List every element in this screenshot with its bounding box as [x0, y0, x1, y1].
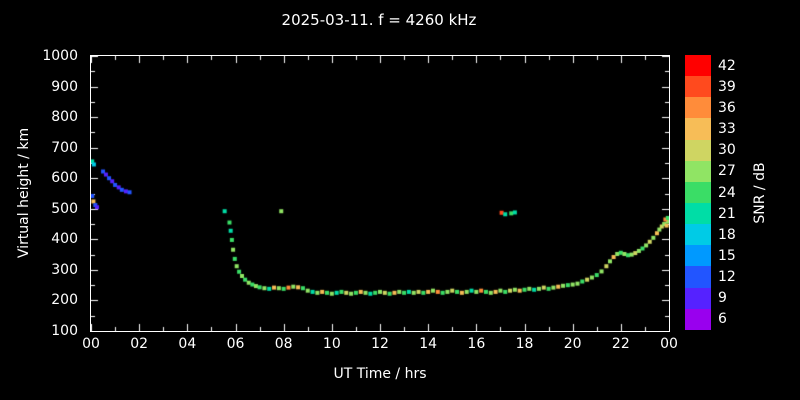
- x-axis-tick-labels: 00 02 04 06 08 10 12 14 16 18 20 22 00: [82, 336, 678, 354]
- colorbar-tick-label: 18: [718, 226, 736, 243]
- colorbar-segment: [685, 224, 711, 246]
- colorbar-segment: [685, 55, 711, 77]
- colorbar-segment: [685, 160, 711, 182]
- colorbar-tick-label: 36: [718, 99, 736, 116]
- y-tick-label: 900: [51, 78, 78, 95]
- x-tick-label: 06: [226, 336, 245, 352]
- colorbar-tick-label: 12: [718, 269, 736, 286]
- plot-frame: [90, 55, 670, 332]
- x-tick-label: 16: [467, 336, 486, 352]
- y-tick-label: 1000: [42, 48, 78, 64]
- colorbar-tick-label: 21: [718, 205, 736, 222]
- y-tick-label: 700: [51, 139, 78, 156]
- colorbar-tick-label: 27: [718, 163, 736, 180]
- colorbar-segment: [685, 202, 711, 225]
- y-tick-label: 100: [51, 323, 78, 339]
- colorbar-tick-label: 30: [718, 142, 736, 159]
- colorbar-tick-labels: 42 39 36 33 30 27 24 21 18 15 12 9 6: [718, 55, 748, 330]
- y-tick-label: 600: [51, 170, 78, 187]
- x-tick-label: 12: [371, 336, 389, 352]
- x-axis-title: UT Time / hrs: [333, 366, 427, 382]
- colorbar-tick-label: 24: [718, 184, 736, 201]
- colorbar-tick-label: 33: [718, 121, 736, 138]
- x-tick-label: 10: [322, 336, 341, 352]
- y-tick-label: 200: [51, 292, 78, 309]
- y-tick-label: 400: [51, 231, 78, 248]
- colorbar-segment: [685, 181, 711, 203]
- chart-title: 2025-03-11. f = 4260 kHz: [281, 11, 477, 29]
- x-tick-label: 02: [130, 336, 149, 352]
- y-axis-title: Virtual height / km: [16, 127, 32, 259]
- colorbar-segment: [685, 139, 711, 161]
- x-tick-label: 14: [419, 336, 438, 352]
- colorbar-title: SNR / dB: [752, 162, 768, 224]
- scatter-plot-canvas: [91, 56, 669, 331]
- x-tick-label: 04: [178, 336, 197, 352]
- y-axis-tick-labels: 100 200 300 400 500 600 700 800 900 1000: [0, 48, 84, 339]
- y-tick-label: 800: [51, 109, 78, 126]
- colorbar-segment: [685, 308, 711, 330]
- snr-colorbar: [685, 55, 711, 330]
- x-tick-label: 18: [515, 336, 534, 352]
- colorbar-tick-label: 39: [718, 78, 736, 95]
- colorbar-segment: [685, 97, 711, 119]
- y-tick-label: 300: [51, 261, 78, 278]
- colorbar-segment: [685, 118, 711, 140]
- x-tick-label: 00: [82, 336, 100, 352]
- colorbar-segment: [685, 245, 711, 267]
- x-tick-label: 08: [274, 336, 293, 352]
- colorbar-segment: [685, 266, 711, 288]
- colorbar-segment: [685, 76, 711, 98]
- colorbar-tick-label: 6: [718, 311, 727, 328]
- x-tick-label: 00: [660, 336, 678, 352]
- colorbar-tick-label: 15: [718, 247, 736, 264]
- y-tick-label: 500: [51, 200, 78, 217]
- colorbar-segment: [685, 287, 711, 309]
- x-tick-label: 20: [563, 336, 582, 352]
- colorbar-tick-label: 9: [718, 290, 727, 307]
- x-tick-label: 22: [611, 336, 630, 352]
- colorbar-tick-label: 42: [718, 57, 736, 74]
